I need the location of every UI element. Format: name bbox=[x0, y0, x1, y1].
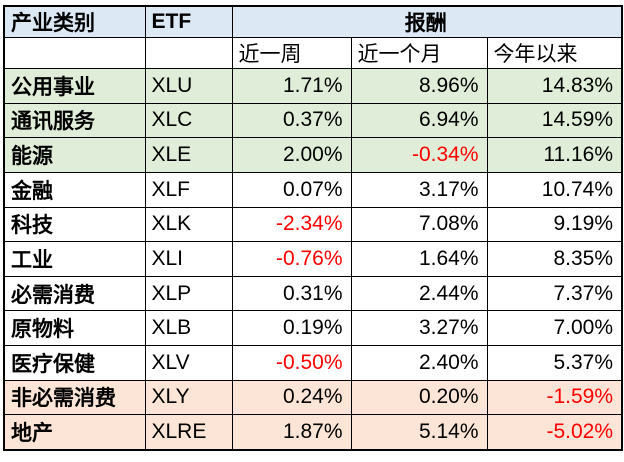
week-return-cell: -0.76% bbox=[231, 241, 352, 277]
ytd-return-cell: 8.35% bbox=[486, 241, 623, 277]
etf-ticker-cell: XLY bbox=[144, 379, 233, 416]
month-return-cell: 2.40% bbox=[350, 345, 488, 381]
category-cell: 金融 bbox=[3, 171, 146, 208]
column-header-month: 近一个月 bbox=[350, 37, 488, 69]
category-cell: 必需消费 bbox=[3, 275, 146, 312]
table-row: 科技 XLK -2.34% 7.08% 9.19% bbox=[3, 206, 623, 243]
etf-sector-returns-page: 产业类别 ETF 报酬 近一周 近一个月 今年以来 公用事业 XLU 1.71% 8.… bbox=[0, 5, 624, 462]
table-body: 公用事业 XLU 1.71% 8.96% 14.83% 通讯服务 XLC 0.37% 6.94%… bbox=[3, 68, 623, 451]
category-cell: 原物料 bbox=[3, 310, 146, 346]
table-row: 地产 XLRE 1.87% 5.14% -5.02% bbox=[3, 414, 623, 451]
table-row: 工业 XLI -0.76% 1.64% 8.35% bbox=[3, 241, 623, 277]
ytd-return-cell: 7.00% bbox=[486, 310, 623, 346]
etf-ticker-cell: XLV bbox=[144, 345, 233, 381]
ytd-return-cell: 7.37% bbox=[486, 275, 623, 312]
etf-ticker-cell: XLB bbox=[144, 310, 233, 346]
table-row: 能源 XLE 2.00% -0.34% 11.16% bbox=[3, 137, 623, 173]
week-return-cell: 0.19% bbox=[231, 310, 352, 346]
week-return-cell: 0.31% bbox=[231, 275, 352, 312]
header-blank-cell-etf bbox=[144, 37, 233, 69]
month-return-cell: 3.17% bbox=[350, 171, 488, 208]
month-return-cell: 1.64% bbox=[350, 241, 488, 277]
category-cell: 地产 bbox=[3, 414, 146, 451]
etf-ticker-cell: XLI bbox=[144, 241, 233, 277]
header-blank-cell-category bbox=[3, 37, 146, 69]
etf-ticker-cell: XLC bbox=[144, 102, 233, 139]
category-cell: 科技 bbox=[3, 206, 146, 243]
ytd-return-cell: 11.16% bbox=[486, 137, 623, 173]
ytd-return-cell: -5.02% bbox=[486, 414, 623, 451]
month-return-cell: 0.20% bbox=[350, 379, 488, 416]
ytd-return-cell: 10.74% bbox=[486, 171, 623, 208]
table-row: 金融 XLF 0.07% 3.17% 10.74% bbox=[3, 171, 623, 208]
column-header-category: 产业类别 bbox=[3, 5, 146, 38]
table-row: 非必需消费 XLY 0.24% 0.20% -1.59% bbox=[3, 379, 623, 416]
header-row-sub: 近一周 近一个月 今年以来 bbox=[3, 37, 623, 69]
column-header-week: 近一周 bbox=[231, 37, 352, 69]
etf-ticker-cell: XLK bbox=[144, 206, 233, 243]
week-return-cell: 0.24% bbox=[231, 379, 352, 416]
month-return-cell: -0.34% bbox=[350, 137, 488, 173]
month-return-cell: 2.44% bbox=[350, 275, 488, 312]
header-row-main: 产业类别 ETF 报酬 bbox=[3, 5, 623, 38]
week-return-cell: 2.00% bbox=[231, 137, 352, 173]
ytd-return-cell: 14.83% bbox=[486, 68, 623, 104]
month-return-cell: 6.94% bbox=[350, 102, 488, 139]
month-return-cell: 3.27% bbox=[350, 310, 488, 346]
week-return-cell: 0.37% bbox=[231, 102, 352, 139]
ytd-return-cell: 14.59% bbox=[486, 102, 623, 139]
column-header-etf: ETF bbox=[144, 5, 233, 38]
category-cell: 通讯服务 bbox=[3, 102, 146, 139]
etf-ticker-cell: XLF bbox=[144, 171, 233, 208]
category-cell: 公用事业 bbox=[3, 68, 146, 104]
category-cell: 医疗保健 bbox=[3, 345, 146, 381]
week-return-cell: -2.34% bbox=[231, 206, 352, 243]
ytd-return-cell: 9.19% bbox=[486, 206, 623, 243]
column-header-ytd: 今年以来 bbox=[486, 37, 623, 69]
week-return-cell: 1.71% bbox=[231, 68, 352, 104]
table-row: 通讯服务 XLC 0.37% 6.94% 14.59% bbox=[3, 102, 623, 139]
week-return-cell: 0.07% bbox=[231, 171, 352, 208]
category-cell: 能源 bbox=[3, 137, 146, 173]
table-row: 公用事业 XLU 1.71% 8.96% 14.83% bbox=[3, 68, 623, 104]
category-cell: 工业 bbox=[3, 241, 146, 277]
etf-ticker-cell: XLRE bbox=[144, 414, 233, 451]
category-cell: 非必需消费 bbox=[3, 379, 146, 416]
month-return-cell: 8.96% bbox=[350, 68, 488, 104]
week-return-cell: 1.87% bbox=[231, 414, 352, 451]
table-row: 原物料 XLB 0.19% 3.27% 7.00% bbox=[3, 310, 623, 346]
ytd-return-cell: 5.37% bbox=[486, 345, 623, 381]
month-return-cell: 7.08% bbox=[350, 206, 488, 243]
month-return-cell: 5.14% bbox=[350, 414, 488, 451]
etf-ticker-cell: XLP bbox=[144, 275, 233, 312]
etf-ticker-cell: XLU bbox=[144, 68, 233, 104]
ytd-return-cell: -1.59% bbox=[486, 379, 623, 416]
table-row: 医疗保健 XLV -0.50% 2.40% 5.37% bbox=[3, 345, 623, 381]
table-row: 必需消费 XLP 0.31% 2.44% 7.37% bbox=[3, 275, 623, 312]
etf-ticker-cell: XLE bbox=[144, 137, 233, 173]
etf-returns-table: 产业类别 ETF 报酬 近一周 近一个月 今年以来 公用事业 XLU 1.71% 8.… bbox=[3, 5, 624, 451]
column-header-return-group: 报酬 bbox=[231, 5, 623, 38]
week-return-cell: -0.50% bbox=[231, 345, 352, 381]
